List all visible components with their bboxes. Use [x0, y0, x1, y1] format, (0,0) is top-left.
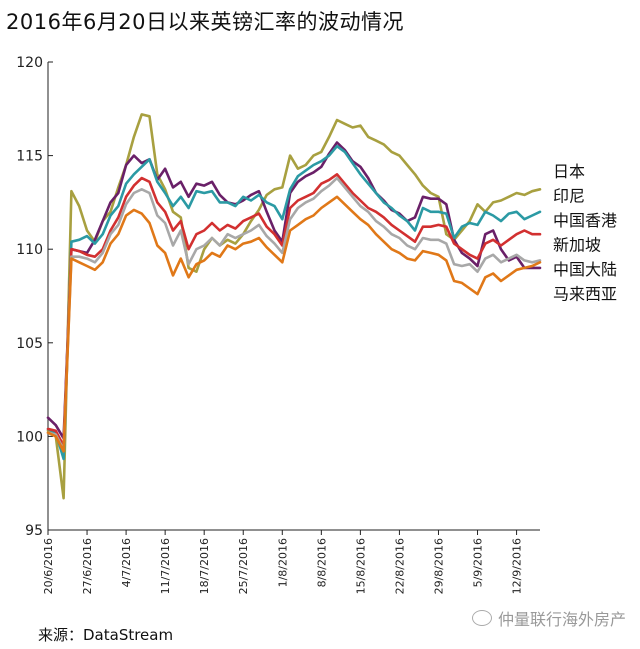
- legend-entry-5: 马来西亚: [553, 285, 617, 304]
- series-line-4: [46, 176, 542, 451]
- x-tick-label: 1/8/2016: [276, 538, 289, 587]
- legend-entry-4: 中国大陆: [553, 260, 617, 279]
- legend-entry-2: 中国香港: [553, 211, 617, 230]
- legend-entry-1: 印尼: [553, 187, 585, 206]
- series-line-1: [46, 141, 542, 440]
- legend-entry-3: 新加坡: [553, 236, 601, 255]
- x-tick-label: 18/7/2016: [198, 538, 211, 594]
- x-tick-label: 4/7/2016: [120, 538, 133, 587]
- watermark-text: 仲量联行海外房产: [497, 610, 626, 629]
- y-tick-label: 115: [16, 149, 43, 165]
- series-group: [46, 113, 542, 500]
- x-tick-label: 20/6/2016: [42, 538, 55, 594]
- wechat-icon: [471, 610, 492, 626]
- series-line-5: [46, 195, 542, 453]
- watermark: 仲量联行海外房产: [471, 606, 626, 630]
- x-tick-label: 27/6/2016: [81, 538, 94, 594]
- series-line-3: [46, 173, 542, 448]
- x-tick-label: 12/9/2016: [511, 538, 524, 594]
- source-text: 来源：DataStream: [38, 626, 174, 644]
- x-tick-label: 22/8/2016: [393, 538, 406, 594]
- series-line-2: [46, 144, 542, 461]
- y-tick-label: 100: [16, 429, 43, 445]
- series-line-0: [46, 113, 542, 500]
- chart-title: 2016年6月20日以来英镑汇率的波动情况: [6, 10, 405, 34]
- y-tick-label: 105: [16, 336, 43, 352]
- x-tick-label: 5/9/2016: [472, 538, 485, 587]
- y-tick-label: 95: [25, 523, 43, 539]
- x-tick-label: 25/7/2016: [237, 538, 250, 594]
- x-tick-label: 15/8/2016: [354, 538, 367, 594]
- x-tick-label: 29/8/2016: [432, 538, 445, 594]
- x-tick-label: 11/7/2016: [159, 538, 172, 594]
- y-tick-label: 110: [16, 242, 43, 258]
- y-tick-label: 120: [16, 55, 43, 71]
- x-tick-label: 8/8/2016: [315, 538, 328, 587]
- legend-entry-0: 日本: [553, 162, 585, 181]
- chart-axes: 95 100 105 110 115 120 20/6/2016 27/6/2016 4/7/2…: [16, 55, 540, 594]
